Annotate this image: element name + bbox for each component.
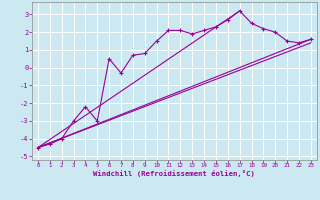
X-axis label: Windchill (Refroidissement éolien,°C): Windchill (Refroidissement éolien,°C) xyxy=(93,170,255,177)
